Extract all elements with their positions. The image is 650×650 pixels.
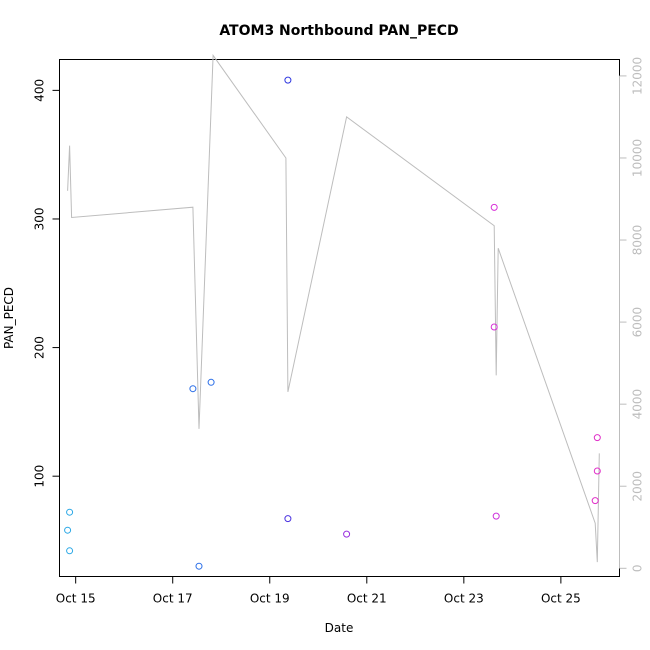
- chart-title: ATOM3 Northbound PAN_PECD: [219, 23, 458, 39]
- y-tick-label: 100: [33, 465, 47, 488]
- data-point: [593, 434, 601, 442]
- data-point: [343, 530, 351, 538]
- x-axis: Oct 15 Oct 17 Oct 19 Oct 21 Oct 23 Oct 25: [56, 576, 581, 606]
- data-point: [492, 512, 500, 520]
- data-point: [284, 515, 292, 523]
- x-tick-label: Oct 17: [153, 592, 193, 606]
- data-point: [591, 497, 599, 505]
- y-axis-label: PAN_PECD: [2, 287, 16, 349]
- y2-tick-label: 12000: [631, 57, 645, 95]
- y2-tick-label: 0: [631, 564, 645, 572]
- data-point: [64, 526, 72, 534]
- y2-tick-label: 4000: [631, 389, 645, 420]
- x-tick-label: Oct 21: [347, 592, 387, 606]
- y2-tick-label: 8000: [631, 225, 645, 256]
- plot-area: [59, 59, 620, 577]
- data-point: [66, 547, 74, 555]
- y2-tick-label: 2000: [631, 471, 645, 502]
- data-point: [189, 385, 197, 393]
- y-axis-left: 100 200 300 400: [33, 79, 60, 488]
- y2-tick-label: 6000: [631, 307, 645, 338]
- x-tick-label: Oct 15: [56, 592, 96, 606]
- line-series: [67, 53, 600, 563]
- y2-tick-label: 10000: [631, 139, 645, 177]
- data-point: [207, 378, 215, 386]
- data-point: [66, 508, 74, 516]
- x-tick-label: Oct 19: [250, 592, 290, 606]
- data-point: [490, 203, 498, 211]
- x-tick-label: Oct 25: [541, 592, 581, 606]
- line-layer: [67, 53, 600, 563]
- y-tick-label: 300: [33, 208, 47, 231]
- data-point: [284, 76, 292, 84]
- data-point: [195, 562, 203, 570]
- data-point: [593, 467, 601, 475]
- x-axis-label: Date: [325, 621, 354, 635]
- data-point: [490, 323, 498, 331]
- y-tick-label: 200: [33, 336, 47, 359]
- y-axis-right: 0 2000 4000 6000 8000 10000 12000: [619, 57, 645, 572]
- point-layer: [64, 76, 601, 570]
- y-tick-label: 400: [33, 79, 47, 102]
- x-tick-label: Oct 23: [444, 592, 484, 606]
